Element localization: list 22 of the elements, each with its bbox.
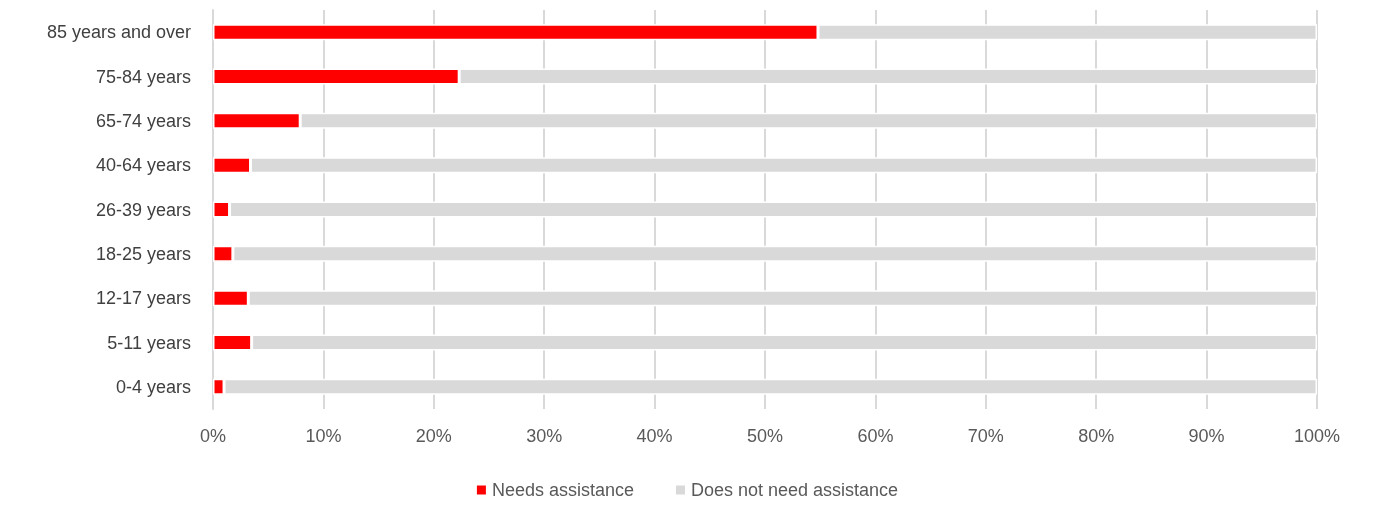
y-tick-label: 0-4 years: [115, 376, 191, 397]
y-tick-label: 26-39 years: [95, 199, 191, 220]
x-tick-label: 40%: [636, 426, 673, 446]
x-tick-label: 20%: [415, 426, 452, 446]
x-tick-label: 70%: [967, 426, 1004, 446]
y-tick-label: 75-84 years: [95, 66, 191, 87]
x-tick-label: 10%: [305, 426, 342, 446]
legend-label: Does not need assistance: [690, 480, 899, 500]
y-tick-label: 5-11 years: [107, 332, 191, 353]
y-tick-label: 40-64 years: [95, 155, 191, 176]
x-tick-label: 30%: [526, 426, 563, 446]
y-tick-label: 65-74 years: [95, 110, 191, 131]
x-tick-label: 80%: [1078, 426, 1115, 446]
y-tick-label: 18-25 years: [95, 243, 191, 264]
x-tick-label: 50%: [746, 426, 784, 446]
y-tick-label: 85 years and over: [46, 22, 191, 43]
legend-label: Needs assistance: [491, 480, 634, 500]
x-tick-label: 60%: [857, 426, 894, 446]
x-tick-label: 90%: [1188, 426, 1225, 446]
x-tick-label: 0%: [199, 426, 227, 446]
y-tick-label: 12-17 years: [95, 288, 191, 309]
x-tick-label: 100%: [1293, 426, 1341, 446]
